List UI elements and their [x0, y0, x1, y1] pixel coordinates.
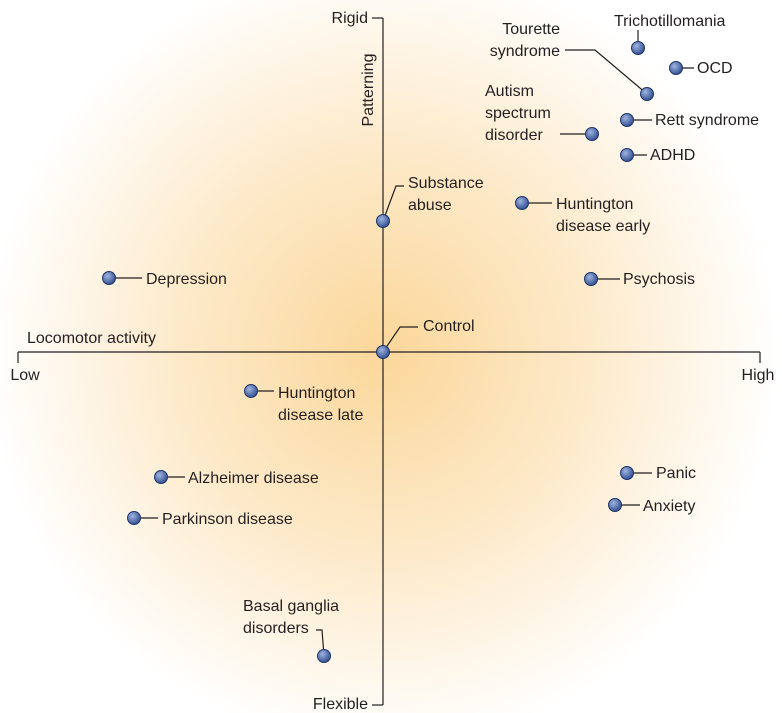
- node-label: Huntington: [556, 196, 633, 213]
- node-label: abuse: [408, 197, 452, 214]
- node-label: spectrum: [485, 105, 551, 122]
- node-dot: [620, 113, 634, 127]
- node-dot: [631, 41, 645, 55]
- node-label: Basal ganglia: [243, 598, 339, 615]
- node-label: Panic: [656, 465, 696, 482]
- node-dot: [102, 271, 116, 285]
- node-label: Psychosis: [623, 271, 695, 288]
- node-label: Autism: [485, 83, 534, 100]
- node-label: disease early: [556, 218, 650, 235]
- node-label: Alzheimer disease: [188, 470, 319, 487]
- node-label: disorders: [243, 620, 309, 637]
- y-top-label: Rigid: [332, 10, 368, 27]
- node-dot: [620, 466, 634, 480]
- node-dot: [376, 345, 390, 359]
- node-label: Depression: [146, 271, 227, 288]
- x-left-label: Low: [10, 367, 40, 384]
- node-dot: [585, 127, 599, 141]
- node-dot: [317, 649, 331, 663]
- node-label: Parkinson disease: [162, 511, 293, 528]
- node-label: Trichotillomania: [614, 13, 726, 30]
- leader-line: [565, 49, 648, 95]
- node-label: disease late: [278, 407, 363, 424]
- node-label: ADHD: [650, 147, 695, 164]
- node-label: Substance: [408, 175, 484, 192]
- node-label: OCD: [697, 60, 733, 77]
- x-right-label: High: [742, 367, 775, 384]
- node-dot: [640, 87, 654, 101]
- node-dot: [620, 148, 634, 162]
- node-label: Huntington: [278, 385, 355, 402]
- y-axis-title: Patterning: [360, 54, 377, 127]
- node-dot: [515, 196, 529, 210]
- node-label: syndrome: [490, 43, 560, 60]
- node-label: Tourette: [502, 21, 560, 38]
- leader-line: [316, 629, 325, 657]
- node-dot: [127, 511, 141, 525]
- x-axis-title: Locomotor activity: [27, 330, 156, 347]
- node-label: Rett syndrome: [655, 112, 759, 129]
- node-label: Control: [423, 318, 475, 335]
- node-dot: [669, 61, 683, 75]
- y-bottom-label: Flexible: [313, 696, 368, 713]
- node-dot: [154, 470, 168, 484]
- node-dot: [584, 272, 598, 286]
- node-label: disorder: [485, 127, 543, 144]
- node-dot: [376, 214, 390, 228]
- leader-line: [382, 185, 404, 222]
- leader-line: [382, 326, 418, 353]
- node-label: Anxiety: [643, 498, 695, 515]
- node-dot: [244, 384, 258, 398]
- node-dot: [608, 498, 622, 512]
